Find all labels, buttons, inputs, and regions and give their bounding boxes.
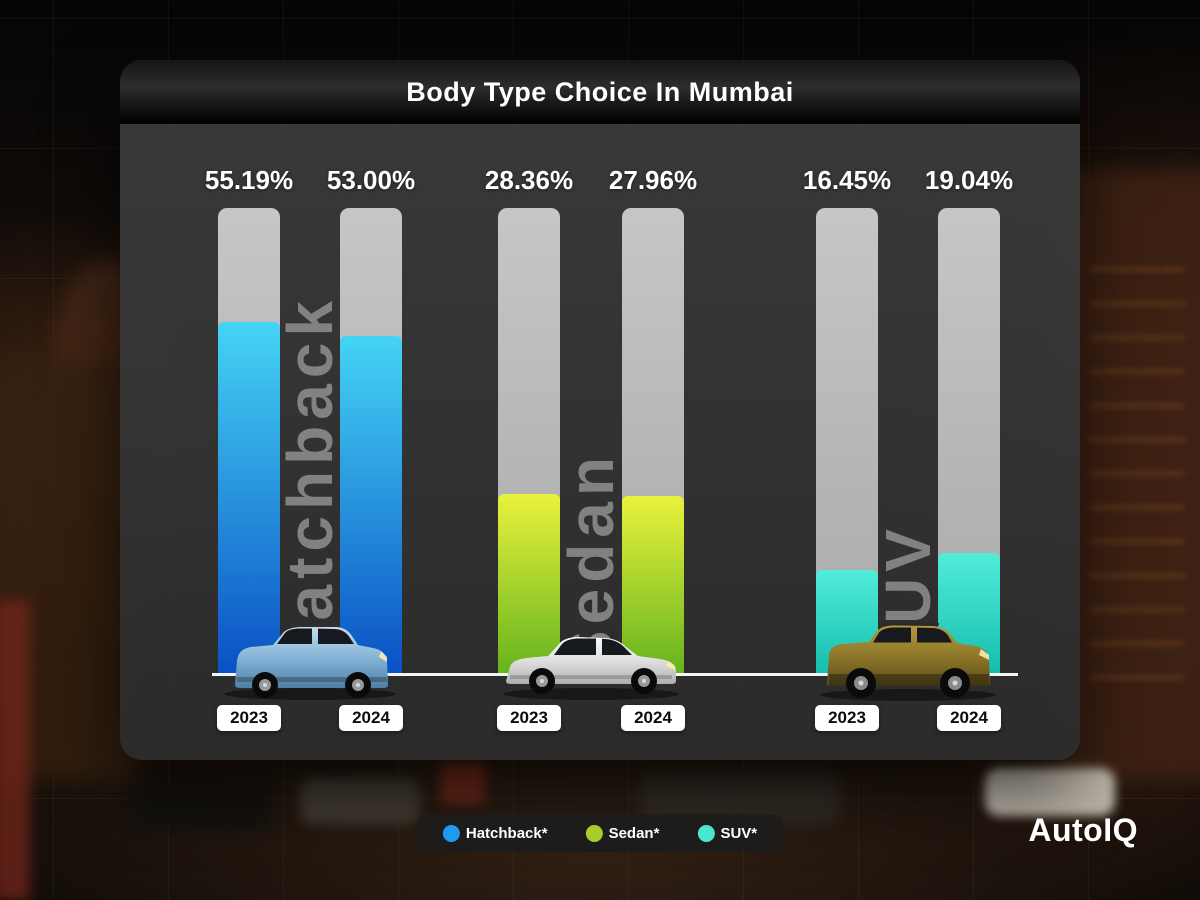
bar-track xyxy=(218,208,280,675)
sedan-car-image xyxy=(503,637,679,700)
brand-logo: AutoIQ xyxy=(1028,812,1138,848)
year-badge: 2024 xyxy=(937,705,1001,731)
chart-title: Body Type Choice In Mumbai xyxy=(406,76,794,107)
background-street-van-red xyxy=(440,762,486,804)
chart-panel: Body Type Choice In Mumbai Hatchback Sed… xyxy=(120,60,1080,760)
year-badge: 2024 xyxy=(621,705,685,731)
background-left-building xyxy=(0,360,138,780)
year-badge: 2023 xyxy=(497,705,561,731)
bar-track xyxy=(622,208,684,675)
bar-track xyxy=(498,208,560,675)
bar-value-label: 19.04% xyxy=(924,164,1014,195)
legend-label-suv: SUV* xyxy=(720,824,758,842)
bar-sedan-2024: 27.96% 2024 xyxy=(609,160,697,731)
legend-item-sedan: Sedan* xyxy=(585,824,660,842)
background-street-car-white xyxy=(985,768,1115,816)
background-left-red-strip xyxy=(0,600,30,900)
chart-header: Body Type Choice In Mumbai xyxy=(120,60,1080,124)
bar-value-label: 53.00% xyxy=(326,164,416,195)
background-right-windows xyxy=(1090,250,1185,680)
bar-value-label: 16.45% xyxy=(802,164,892,195)
legend-item-hatchback: Hatchback* xyxy=(442,824,548,842)
bar-track xyxy=(816,208,878,675)
bar-value-label: 55.19% xyxy=(204,164,294,195)
legend-item-suv: SUV* xyxy=(697,824,758,842)
bar-value-label: 28.36% xyxy=(484,164,574,195)
suv-car-image xyxy=(820,622,996,701)
year-badge: 2024 xyxy=(339,705,403,731)
legend-label-sedan: Sedan* xyxy=(608,824,660,842)
year-badge: 2023 xyxy=(815,705,879,731)
bar-track xyxy=(938,208,1000,675)
bar-hatchback-2024: 53.00% 2024 xyxy=(327,160,415,731)
bar-value-label: 27.96% xyxy=(608,164,698,195)
legend: Hatchback* Sedan* SUV* xyxy=(416,814,784,852)
bar-hatchback-2023: 55.19% 2023 xyxy=(205,160,293,731)
legend-label-hatchback: Hatchback* xyxy=(465,824,548,842)
background-street-car-gray xyxy=(300,778,420,824)
hatchback-car-image xyxy=(224,627,396,700)
year-badge: 2023 xyxy=(217,705,281,731)
background-street-car-dark xyxy=(130,785,270,830)
bar-track xyxy=(340,208,402,675)
legend-dot-sedan-icon xyxy=(585,824,603,842)
bar-fill xyxy=(622,496,684,675)
legend-dot-suv-icon xyxy=(697,824,715,842)
bar-fill xyxy=(340,335,402,675)
bar-fill xyxy=(218,321,280,675)
bar-sedan-2023: 28.36% 2023 xyxy=(485,160,573,731)
legend-dot-hatchback-icon xyxy=(442,824,460,842)
bar-fill xyxy=(498,493,560,675)
